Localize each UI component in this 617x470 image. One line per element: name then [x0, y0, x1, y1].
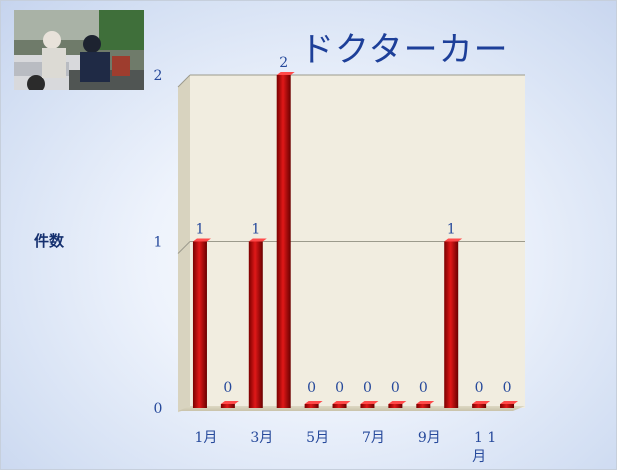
data-label: 2 [279, 55, 288, 71]
x-tick-label: 9月 [418, 430, 441, 446]
data-label: 0 [503, 380, 512, 396]
bar-top [248, 238, 267, 242]
data-label: 0 [335, 380, 344, 396]
y-axis-label: 件数 [34, 232, 65, 250]
chart-title: ドクターカー [300, 30, 509, 70]
bar [332, 404, 347, 408]
data-label: 1 [251, 222, 260, 238]
data-label: 1 [195, 222, 204, 238]
data-label: 0 [391, 380, 400, 396]
x-tick-label: 5月 [306, 430, 329, 446]
doctor-car-photo [14, 10, 144, 90]
bar [220, 404, 235, 408]
bar-top [388, 401, 407, 404]
bar [416, 404, 431, 408]
bar [248, 241, 263, 408]
bar [276, 75, 291, 408]
data-label: 0 [363, 380, 372, 396]
bar-top [360, 401, 379, 404]
x-tick-label: 3月 [250, 430, 273, 446]
bar-top [332, 401, 351, 404]
data-label: 0 [223, 380, 232, 396]
bar [500, 404, 515, 408]
y-tick-label: 0 [154, 401, 163, 417]
gridline-side [177, 74, 191, 88]
bar-top [500, 401, 519, 404]
x-tick-label: 7月 [362, 430, 385, 446]
y-tick-label: 1 [154, 235, 163, 251]
bar-top [220, 401, 239, 404]
data-label: 0 [307, 380, 316, 396]
bar-top [192, 238, 211, 242]
side-wall [178, 75, 190, 413]
gridline-side [177, 241, 191, 254]
data-label: 1 [447, 222, 456, 238]
bar [388, 404, 403, 408]
data-label: 0 [475, 380, 484, 396]
bar-top [304, 401, 323, 404]
x-tick-label: 1月 [194, 430, 217, 446]
bar-top [444, 238, 463, 242]
bar [360, 404, 375, 408]
bar-top [276, 72, 295, 75]
bar-top [472, 401, 491, 404]
bar-top [416, 401, 435, 404]
floor [178, 406, 525, 411]
data-label: 0 [419, 380, 428, 396]
bar [444, 241, 459, 408]
bar [192, 241, 207, 408]
bar [472, 404, 487, 408]
bar [304, 404, 319, 408]
y-tick-label: 2 [154, 68, 163, 84]
